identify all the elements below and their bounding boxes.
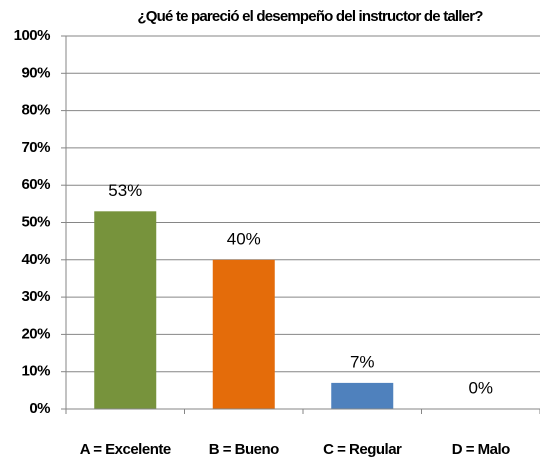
- y-tick-label: 70%: [21, 139, 50, 156]
- y-tick-label: 20%: [21, 325, 50, 342]
- value-label: 53%: [108, 181, 142, 200]
- x-tick-label: C = Regular: [323, 441, 402, 458]
- chart-title: ¿Qué te pareció el desempeño del instruc…: [137, 8, 483, 25]
- value-label: 40%: [227, 229, 261, 248]
- y-tick-label: 50%: [21, 213, 50, 230]
- value-label: 7%: [350, 352, 375, 371]
- x-tick-label: A = Excelente: [80, 441, 171, 458]
- y-tick-label: 30%: [21, 288, 50, 305]
- y-tick-label: 80%: [21, 102, 50, 119]
- x-tick-label: B = Bueno: [209, 441, 279, 458]
- x-tick-label: D = Malo: [452, 441, 510, 458]
- value-label: 0%: [468, 378, 493, 397]
- y-tick-label: 60%: [21, 176, 50, 193]
- y-tick-label: 10%: [21, 363, 50, 380]
- bar: [212, 259, 275, 409]
- bar: [94, 211, 157, 409]
- y-tick-label: 40%: [21, 251, 50, 268]
- y-tick-label: 90%: [21, 64, 50, 81]
- y-tick-label: 0%: [29, 400, 50, 417]
- y-tick-label: 100%: [14, 27, 51, 44]
- bar: [331, 382, 394, 409]
